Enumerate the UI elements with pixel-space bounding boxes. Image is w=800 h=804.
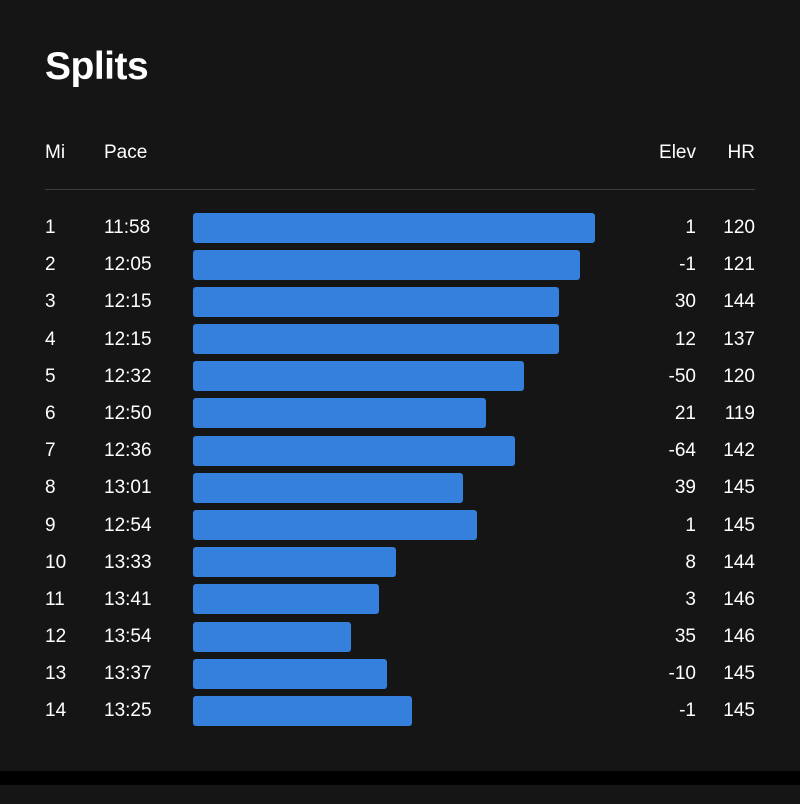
split-heart-rate: 120 [723,365,755,387]
pace-bar [193,510,478,540]
split-elevation: 8 [685,551,696,573]
pace-bar [193,212,595,243]
page-title: Splits [45,45,149,88]
split-heart-rate: 144 [723,291,755,313]
split-pace: 11:58 [104,217,151,238]
pace-bar [193,249,581,280]
split-mile: 1 [45,217,56,238]
pace-bar [193,398,486,429]
split-heart-rate: 146 [723,588,755,610]
split-row: 4 12:15 12 137 [0,321,800,358]
pace-bar [193,472,463,503]
split-elevation: -10 [668,663,696,685]
split-pace: 12:36 [104,440,152,462]
split-mile: 3 [45,291,56,313]
split-mile: 11 [45,588,65,610]
split-heart-rate: 142 [723,440,755,462]
header-divider [45,189,755,190]
split-elevation: 39 [674,477,696,499]
split-elevation: -1 [679,254,696,276]
split-pace: 12:05 [104,254,152,276]
split-pace: 12:15 [104,328,152,350]
split-mile: 7 [45,440,56,462]
split-pace: 13:25 [104,700,152,722]
split-pace: 13:01 [104,477,152,499]
split-mile: 14 [45,700,67,722]
split-mile: 9 [45,514,56,536]
column-header-mi: Mi [45,142,66,163]
split-heart-rate: 120 [723,217,755,238]
split-row: 9 12:54 1 145 [0,507,800,544]
split-heart-rate: 144 [723,551,755,573]
split-elevation: -64 [668,440,696,462]
pace-bar [193,621,352,652]
split-row: 12 13:54 35 146 [0,618,800,655]
split-heart-rate: 145 [723,477,755,499]
split-pace: 13:37 [104,663,152,685]
split-elevation: 3 [685,588,696,610]
split-row: 11 13:41 3 146 [0,581,800,618]
split-row: 5 12:32 -50 120 [0,358,800,395]
column-header-elev: Elev [659,142,696,163]
split-heart-rate: 137 [723,328,755,350]
split-row: 6 12:50 21 119 [0,395,800,432]
split-elevation: 21 [674,402,696,424]
splits-table-body: 1 11:58 1 120 2 12:05 -1 121 3 12:15 30 … [0,209,800,730]
split-row: 8 13:01 39 145 [0,469,800,506]
split-row: 10 13:33 8 144 [0,544,800,581]
splits-panel: Splits Mi Pace Elev HR 1 11:58 1 120 2 1… [0,0,800,771]
bottom-divider-strip [0,771,800,785]
split-pace: 12:54 [104,514,152,536]
split-elevation: 12 [674,328,696,350]
split-row: 7 12:36 -64 142 [0,432,800,469]
split-heart-rate: 145 [723,514,755,536]
split-mile: 6 [45,402,56,424]
split-pace: 13:54 [104,626,152,648]
split-elevation: -50 [668,365,696,387]
pace-bar [193,695,413,726]
split-mile: 8 [45,477,56,499]
split-pace: 13:33 [104,551,152,573]
split-heart-rate: 121 [723,254,755,276]
pace-bar [193,584,379,615]
split-heart-rate: 146 [723,626,755,648]
split-heart-rate: 145 [723,700,755,722]
split-pace: 13:41 [104,588,152,610]
split-mile: 13 [45,663,67,685]
split-row: 2 12:05 -1 121 [0,246,800,283]
split-elevation: -1 [679,700,696,722]
split-row: 3 12:15 30 144 [0,283,800,320]
split-pace: 12:32 [104,365,152,387]
split-mile: 5 [45,365,56,387]
bottom-bar [0,785,800,804]
split-elevation: 1 [685,514,696,536]
pace-bar [193,658,388,689]
pace-bar [193,361,524,392]
split-heart-rate: 119 [724,402,755,424]
split-pace: 12:15 [104,291,152,313]
split-mile: 10 [45,551,67,573]
split-mile: 4 [45,328,56,350]
column-header-hr: HR [727,142,755,163]
split-row: 1 11:58 1 120 [0,209,800,246]
pace-bar [193,435,516,466]
pace-bar [193,286,560,317]
split-row: 13 13:37 -10 145 [0,655,800,692]
column-header-pace: Pace [104,142,148,163]
split-elevation: 30 [674,291,696,313]
pace-bar [193,547,396,578]
pace-bar [193,324,560,355]
split-elevation: 1 [685,217,696,238]
split-elevation: 35 [674,626,696,648]
split-mile: 12 [45,626,67,648]
split-heart-rate: 145 [723,663,755,685]
split-row: 14 13:25 -1 145 [0,692,800,729]
splits-table-header: Mi Pace Elev HR [0,140,800,166]
split-mile: 2 [45,254,56,276]
split-pace: 12:50 [104,402,152,424]
